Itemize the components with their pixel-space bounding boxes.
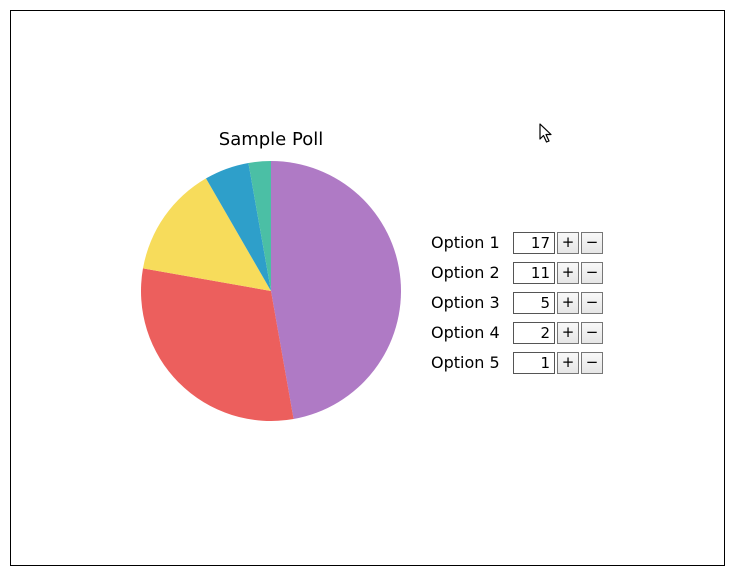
option-row-3: Option 3 5 + − — [431, 289, 603, 316]
option-row-2: Option 2 11 + − — [431, 259, 603, 286]
decrement-button[interactable]: − — [581, 352, 603, 374]
option-row-1: Option 1 17 + − — [431, 229, 603, 256]
pie-chart — [141, 161, 401, 421]
increment-button[interactable]: + — [557, 352, 579, 374]
pie-slice-1 — [271, 161, 401, 419]
option-value-input[interactable]: 11 — [513, 262, 555, 284]
decrement-button[interactable]: − — [581, 232, 603, 254]
increment-button[interactable]: + — [557, 322, 579, 344]
option-value-input[interactable]: 5 — [513, 292, 555, 314]
chart-title: Sample Poll — [11, 129, 531, 150]
decrement-button[interactable]: − — [581, 322, 603, 344]
option-value-input[interactable]: 1 — [513, 352, 555, 374]
decrement-button[interactable]: − — [581, 262, 603, 284]
option-label: Option 2 — [431, 263, 513, 282]
option-label: Option 5 — [431, 353, 513, 372]
decrement-button[interactable]: − — [581, 292, 603, 314]
option-row-4: Option 4 2 + − — [431, 319, 603, 346]
pie-slice-2 — [141, 268, 294, 421]
option-label: Option 3 — [431, 293, 513, 312]
option-label: Option 1 — [431, 233, 513, 252]
options-panel: Option 1 17 + − Option 2 11 + − Option 3… — [431, 229, 603, 379]
increment-button[interactable]: + — [557, 262, 579, 284]
increment-button[interactable]: + — [557, 232, 579, 254]
option-label: Option 4 — [431, 323, 513, 342]
option-value-input[interactable]: 17 — [513, 232, 555, 254]
increment-button[interactable]: + — [557, 292, 579, 314]
chart-frame: Sample Poll Option 1 17 + − Option 2 11 … — [10, 10, 725, 566]
option-row-5: Option 5 1 + − — [431, 349, 603, 376]
option-value-input[interactable]: 2 — [513, 322, 555, 344]
